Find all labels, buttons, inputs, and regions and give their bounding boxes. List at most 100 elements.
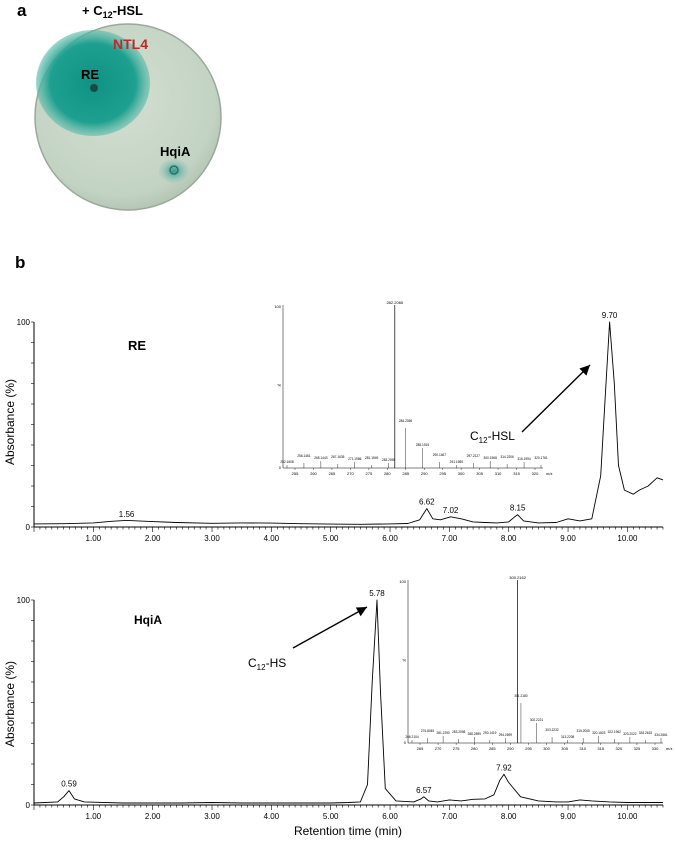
x-tick-label: 6.00 (382, 534, 398, 543)
re-stain-zone (36, 30, 150, 136)
peak-label: 8.15 (510, 504, 526, 513)
x-tick-label: 10.00 (617, 812, 638, 821)
inset-x-tick-label: 290 (507, 746, 514, 751)
inset-x-tick-label: 280 (384, 471, 391, 476)
inset-x-tick-label: 275 (453, 746, 460, 751)
series-line (33, 321, 664, 525)
inset-peak-label: 290.1467 (433, 453, 447, 457)
inset-x-tick-label: 270 (347, 471, 354, 476)
inset-peak-label: 288.2899 (468, 732, 482, 736)
inset-y-tick-label: 100 (274, 304, 281, 309)
x-tick-label: 2.00 (145, 812, 161, 821)
x-tick-label: 8.00 (501, 812, 517, 821)
inset-peak-label: 294.2699 (499, 733, 513, 737)
y-tick-label: 100 (17, 596, 31, 605)
x-tick-label: 9.00 (560, 534, 576, 543)
ms-inset: 100% 0 255 260 265 270 275 280 285 290 295 300 305 31… (274, 300, 552, 476)
inset-peak-label: 291.1985 (450, 460, 464, 464)
x-tick-label: 9.00 (560, 812, 576, 821)
inset-peak-label: 323.2022 (623, 732, 637, 736)
chromatogram-re: 1.00 2.00 3.00 4.00 5.00 6.00 7.00 8.00 9.00 10.0… (17, 300, 664, 543)
inset-peak-label: 303.2232 (545, 728, 559, 732)
annotation-arrow-head (579, 365, 590, 376)
inset-x-tick-label: 295 (525, 746, 532, 751)
annotation-label: C12-HS (248, 656, 286, 672)
inset-x-tick-label: 330 (652, 746, 659, 751)
peak-label: 0.59 (61, 780, 77, 789)
annotation-arrow-line (521, 364, 591, 433)
inset-peak-label: 271.1986 (348, 457, 362, 461)
inset-x-tick-label: 315 (597, 746, 604, 751)
inset-peak-label: 283.2098 (382, 458, 396, 462)
inset-peak-label: 281.1949 (365, 456, 379, 460)
y-tick-label: 0 (26, 801, 31, 810)
x-tick-label: 4.00 (264, 534, 280, 543)
series-line (33, 599, 663, 804)
x-tick-label: 8.00 (501, 534, 517, 543)
inset-unit-label: m/z (546, 471, 552, 476)
panel-a: a + C12-HSL NTL4 RE HqiA (17, 1, 222, 211)
peak-label: 6.57 (416, 786, 432, 795)
strain-label: NTL4 (113, 36, 148, 52)
peak-label: 1.56 (119, 510, 135, 519)
inset-x-tick-label: 320 (532, 471, 539, 476)
inset-x-tick-label: 275 (366, 471, 373, 476)
x-tick-label: 3.00 (204, 812, 220, 821)
hqia-well (169, 165, 179, 175)
inset-unit-label: m/z (666, 746, 672, 751)
x-tick-label: 5.00 (323, 812, 339, 821)
inset-peak-label: 265.1443 (314, 456, 328, 460)
inset-x-tick-label: 310 (579, 746, 586, 751)
peak-label: 7.02 (443, 506, 459, 515)
x-tick-label: 3.00 (204, 534, 220, 543)
x-tick-label: 7.00 (442, 812, 458, 821)
inset-peak-label: 301.2180 (514, 694, 528, 698)
x-tick-label: 6.00 (382, 812, 398, 821)
x-tick-label: 5.00 (323, 534, 339, 543)
ms-inset: 100% 0 265 270 275 280 285 290 295 300 305 310 315 32… (399, 575, 672, 751)
inset-x-tick-label: 285 (402, 471, 409, 476)
inset-peak-label: 328.2615 (639, 731, 653, 735)
panel-a-letter: a (17, 1, 27, 20)
inset-x-tick-label: 265 (329, 471, 336, 476)
inset-main-peak-label: 300.2162 (509, 575, 526, 580)
inset-y-tick-label: 0 (279, 465, 282, 470)
inset-peak-label: 256.1461 (297, 454, 311, 458)
annotation-arrow-line (292, 606, 368, 649)
x-tick-label: 10.00 (617, 534, 638, 543)
inset-peak-label: 300.1968 (484, 456, 498, 460)
inset-peak-label: 315.2005 (577, 729, 591, 733)
inset-peak-label: 314.2206 (500, 455, 514, 459)
series-label: RE (128, 338, 146, 353)
x-tick-label: 1.00 (86, 534, 102, 543)
y-tick-label: 100 (17, 318, 31, 327)
inset-x-tick-label: 260 (310, 471, 317, 476)
y-tick-label: 0 (26, 523, 31, 532)
x-tick-label: 4.00 (264, 812, 280, 821)
inset-x-tick-label: 315 (513, 471, 520, 476)
annotation-label: C12-HSL (470, 429, 515, 445)
inset-y-tick-label: 100 (399, 579, 406, 584)
sample-label-hqia: HqiA (160, 144, 191, 159)
inset-peak-label: 297.2127 (467, 454, 481, 458)
peak-label: 6.62 (419, 498, 435, 507)
xlabel: Retention time (min) (294, 824, 402, 838)
inset-peak-label: 276.8045 (421, 729, 435, 733)
inset-x-tick-label: 290 (421, 471, 428, 476)
inset-peak-label: 284.2056 (399, 419, 413, 423)
inset-x-tick-label: 270 (435, 746, 442, 751)
inset-peak-label: 316.1994 (517, 457, 531, 461)
ylabel-re: Absorbance (%) (3, 379, 17, 465)
inset-peak-label: 285.1915 (416, 443, 430, 447)
peak-label: 7.92 (496, 763, 512, 772)
inset-peak-label: 266.2104 (405, 735, 419, 739)
inset-peak-label: 290.1419 (483, 731, 497, 735)
inset-y-tick-label: % (402, 658, 406, 663)
inset-x-tick-label: 320 (616, 746, 623, 751)
sample-label-re: RE (81, 67, 99, 82)
hqia-stain-zone (159, 159, 189, 183)
inset-peak-label: 334.2661 (654, 733, 668, 737)
x-tick-label: 2.00 (145, 534, 161, 543)
peak-label: 5.78 (369, 589, 385, 598)
